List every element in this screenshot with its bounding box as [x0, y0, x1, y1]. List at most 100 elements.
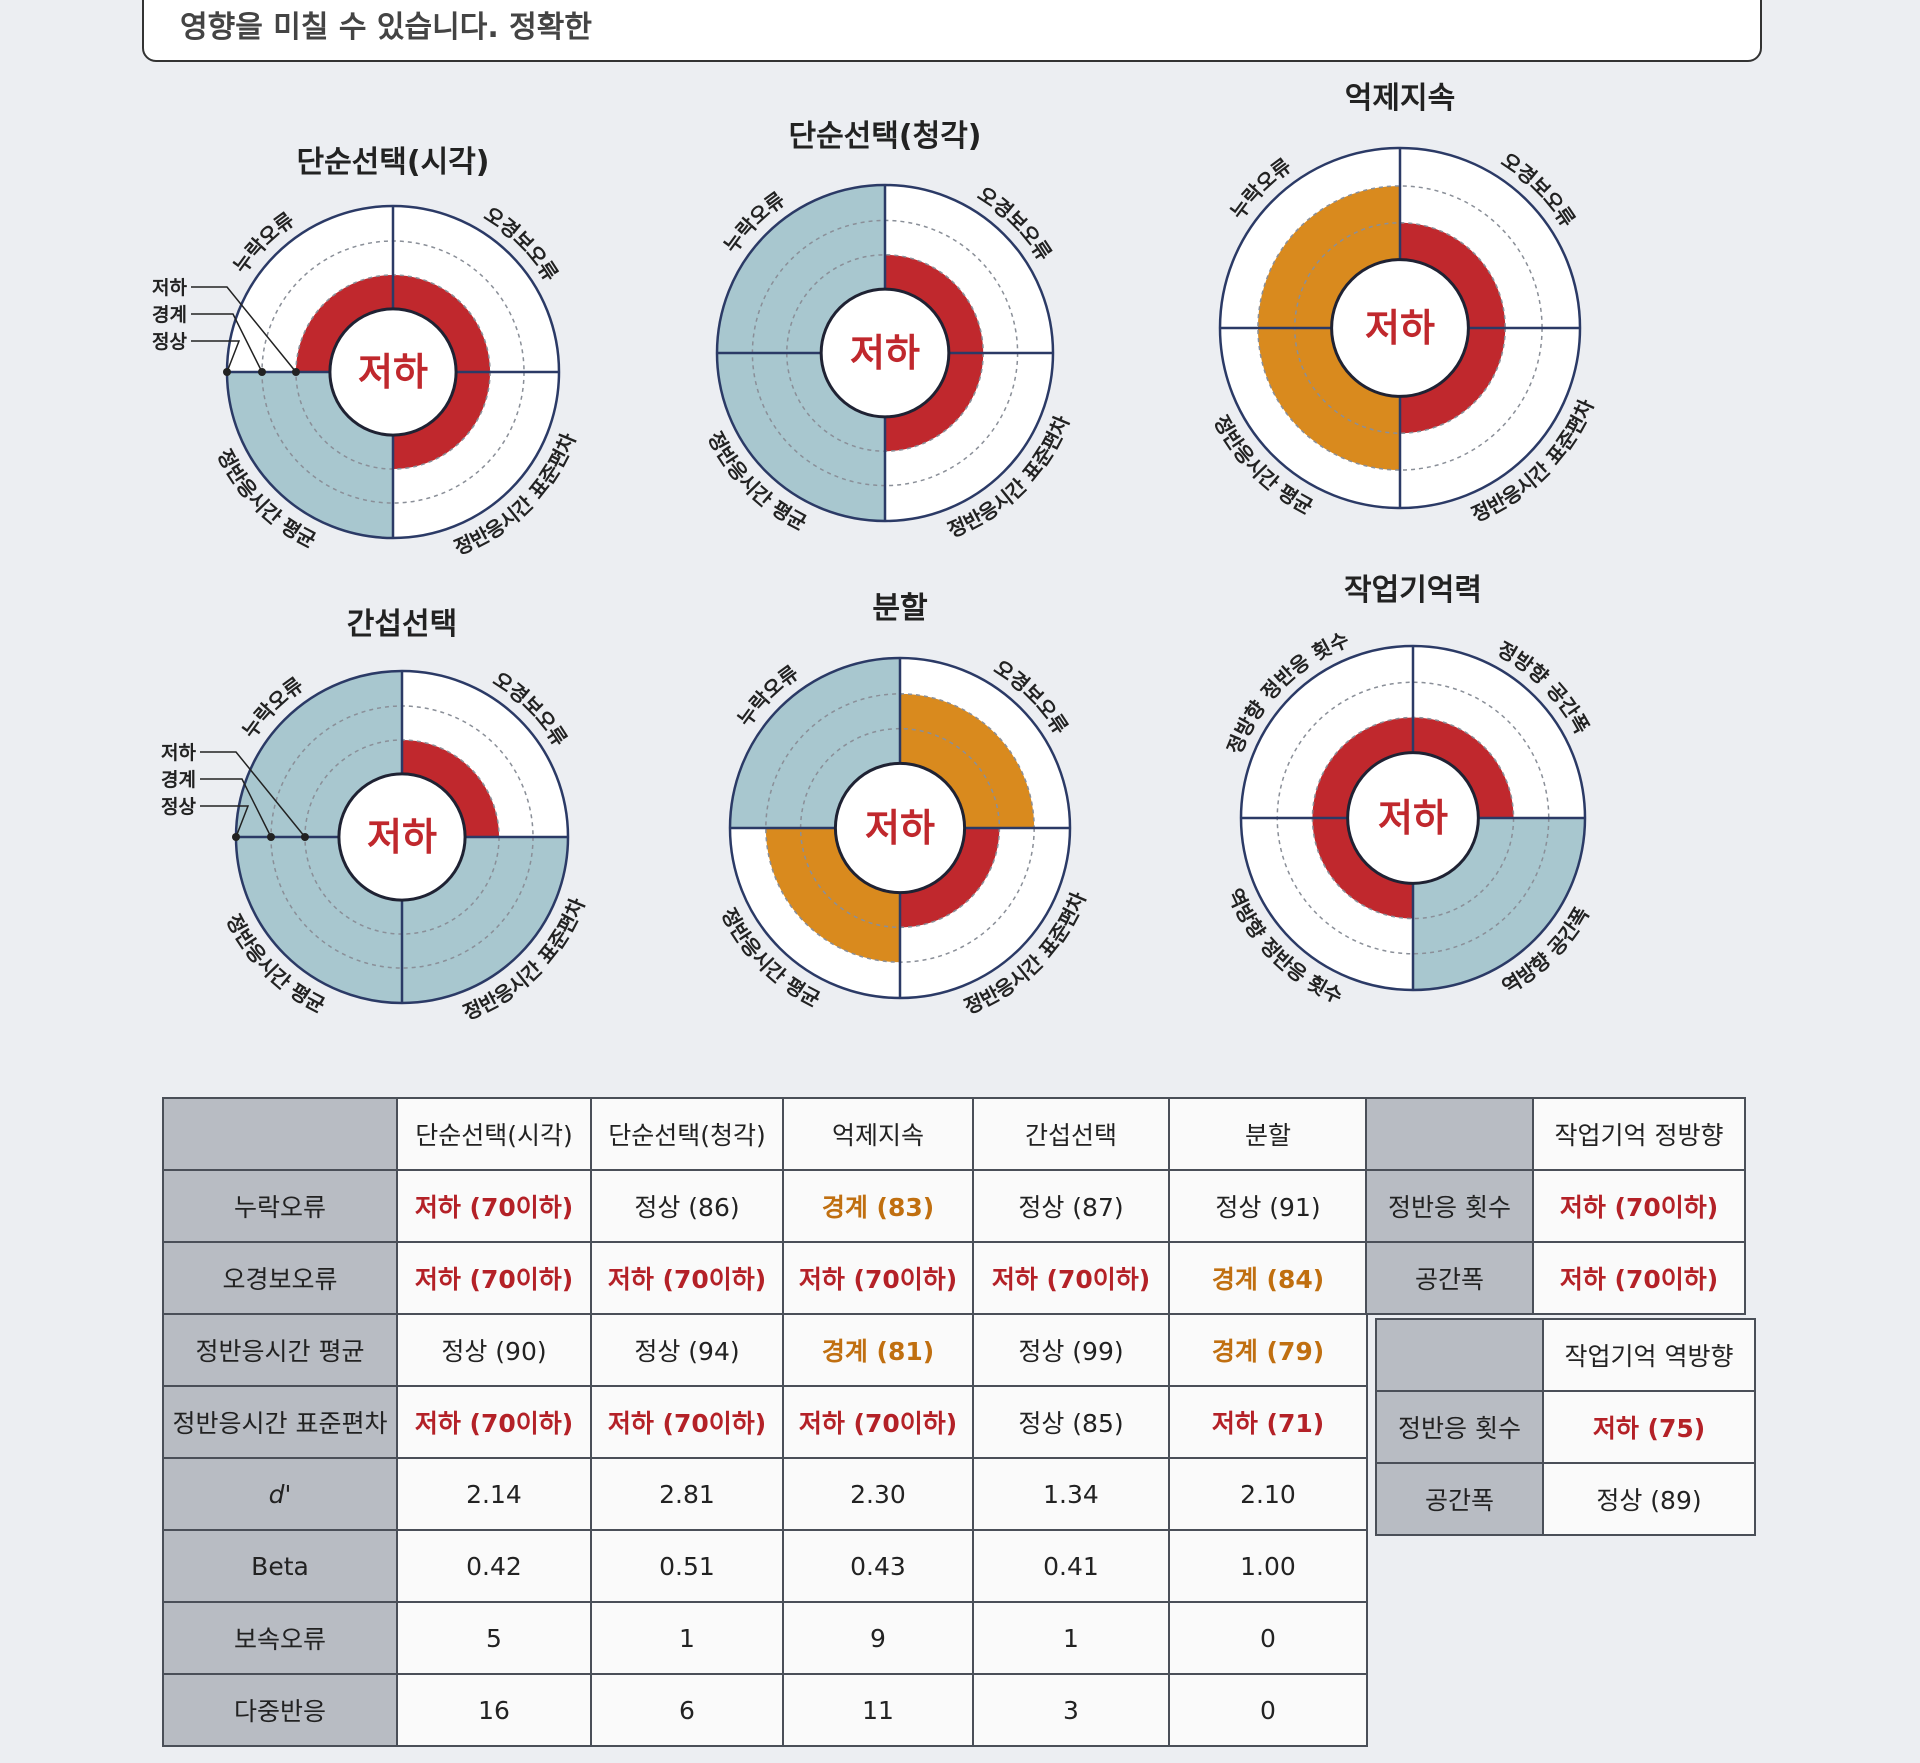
table-cell: 정상 (94)	[590, 1313, 784, 1387]
legend-leader-low	[200, 751, 306, 838]
legend-dot-low	[291, 368, 300, 376]
wm-forward-table: 작업기억 정방향 정반응 횟수 저하 (70이하) 공간폭 저하 (70이하)	[1365, 1097, 1746, 1315]
center-circle	[1330, 258, 1470, 398]
column-header: 단순선택(시각)	[396, 1097, 592, 1171]
results-table-header: 단순선택(시각) 단순선택(청각) 억제지속 간섭선택 분할	[162, 1097, 1368, 1171]
table-row: 누락오류 저하 (70이하) 정상 (86) 경계 (83) 정상 (87) 정상 (91…	[162, 1169, 1368, 1243]
row-header: Beta	[162, 1529, 398, 1603]
table-cell: 0.41	[972, 1529, 1170, 1603]
legend-leader-normal	[191, 340, 241, 373]
sector-3-fill	[765, 828, 900, 963]
table-row: 다중반응 16 6 11 3 0	[162, 1673, 1368, 1747]
legend-dot-normal	[223, 368, 231, 376]
top-note-text: 영향을 미칠 수 있습니다. 정확한	[180, 10, 592, 45]
wm-backward-header: 작업기억 역방향	[1375, 1318, 1756, 1392]
center-circle	[328, 307, 458, 437]
legend-dot-border	[257, 368, 266, 376]
table-row: 정반응 횟수 저하 (70이하)	[1365, 1169, 1746, 1243]
center-circle	[833, 761, 967, 895]
table-cell: 저하 (70이하)	[782, 1241, 974, 1315]
table-cell: 9	[782, 1601, 974, 1675]
table-row: 공간폭 정상 (89)	[1375, 1462, 1756, 1536]
center-circle	[819, 287, 951, 419]
wm-forward-header: 작업기억 정방향	[1365, 1097, 1746, 1171]
table-corner	[162, 1097, 398, 1171]
top-note-box: 영향을 미칠 수 있습니다. 정확한	[142, 0, 1762, 62]
chart-title: 작업기억력	[1344, 573, 1482, 608]
table-cell: 3	[972, 1673, 1170, 1747]
table-cell: 경계 (79)	[1168, 1313, 1368, 1387]
table-cell: 2.81	[590, 1457, 784, 1531]
table-cell: 경계 (83)	[782, 1169, 974, 1243]
table-cell: 1	[590, 1601, 784, 1675]
table-cell: 0.51	[590, 1529, 784, 1603]
column-header: 억제지속	[782, 1097, 974, 1171]
sector-4-fill	[295, 274, 393, 372]
legend-border: 경계	[152, 304, 187, 326]
row-header: 정반응시간 표준편차	[162, 1385, 398, 1459]
row-header: 공간폭	[1375, 1462, 1544, 1536]
sector-1-fill	[900, 693, 1035, 828]
table-cell: 경계 (84)	[1168, 1241, 1368, 1315]
table-cell: 1	[972, 1601, 1170, 1675]
table-cell: 5	[396, 1601, 592, 1675]
legend-border: 경계	[161, 769, 196, 791]
center-label: 저하	[850, 331, 920, 375]
wm-backward-title: 작업기억 역방향	[1542, 1318, 1756, 1392]
legend-leader-border	[200, 778, 272, 838]
row-header: 보속오류	[162, 1601, 398, 1675]
wm-backward-corner	[1375, 1318, 1544, 1392]
row-header: 정반응시간 평균	[162, 1313, 398, 1387]
table-cell: 저하 (70이하)	[396, 1385, 592, 1459]
chart-title: 단순선택(청각)	[788, 119, 981, 154]
table-cell: 경계 (81)	[782, 1313, 974, 1387]
table-row: 정반응시간 평균 정상 (90) 정상 (94) 경계 (81) 정상 (99) 경계 (…	[162, 1313, 1368, 1387]
table-row: d' 2.14 2.81 2.30 1.34 2.10	[162, 1457, 1368, 1531]
legend-dot-border	[266, 833, 275, 841]
sector-3-fill	[1257, 328, 1400, 471]
table-cell: 정상 (90)	[396, 1313, 592, 1387]
table-row: 정반응 횟수 저하 (75)	[1375, 1390, 1756, 1464]
table-cell: 0.43	[782, 1529, 974, 1603]
table-cell: 저하 (71)	[1168, 1385, 1368, 1459]
table-cell: 저하 (70이하)	[396, 1241, 592, 1315]
table-cell: 정상 (86)	[590, 1169, 784, 1243]
row-header: d'	[162, 1457, 398, 1531]
legend-normal: 정상	[152, 331, 187, 353]
legend-dot-normal	[232, 833, 240, 841]
table-cell: 0.42	[396, 1529, 592, 1603]
legend-leader-normal	[200, 805, 250, 838]
table-cell: 정상 (85)	[972, 1385, 1170, 1459]
sector-4-fill	[1312, 717, 1413, 818]
table-cell: 2.30	[782, 1457, 974, 1531]
chart-title: 단순선택(시각)	[296, 145, 489, 180]
sector-4-fill	[1257, 185, 1400, 328]
table-row: 정반응시간 표준편차 저하 (70이하) 저하 (70이하) 저하 (70이하) 정상 …	[162, 1385, 1368, 1459]
center-circle	[337, 772, 467, 902]
row-header: 다중반응	[162, 1673, 398, 1747]
legend-normal: 정상	[161, 796, 196, 818]
center-label: 저하	[1365, 306, 1435, 350]
table-cell: 정상 (99)	[972, 1313, 1170, 1387]
wm-backward-table: 작업기억 역방향 정반응 횟수 저하 (75) 공간폭 정상 (89)	[1375, 1318, 1756, 1536]
table-cell: 저하 (70이하)	[396, 1169, 592, 1243]
table-cell: 0	[1168, 1673, 1368, 1747]
table-cell: 정상 (87)	[972, 1169, 1170, 1243]
table-cell: 1.00	[1168, 1529, 1368, 1603]
wm-forward-title: 작업기억 정방향	[1532, 1097, 1746, 1171]
sector-2-fill	[1400, 328, 1506, 434]
row-header: 누락오류	[162, 1169, 398, 1243]
chart-title: 억제지속	[1345, 81, 1455, 116]
table-cell: 정상 (89)	[1542, 1462, 1756, 1536]
center-label: 저하	[865, 806, 935, 850]
sector-2-fill	[885, 353, 984, 452]
table-row: 공간폭 저하 (70이하)	[1365, 1241, 1746, 1315]
table-cell: 정상 (91)	[1168, 1169, 1368, 1243]
sector-3-fill	[1312, 818, 1413, 919]
